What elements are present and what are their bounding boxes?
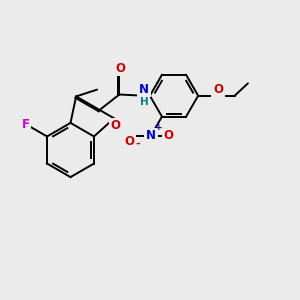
Text: -: - [135, 139, 140, 149]
Text: N: N [139, 83, 149, 96]
Text: O: O [111, 119, 121, 132]
Text: O: O [213, 83, 223, 96]
Text: O: O [164, 129, 174, 142]
Text: O: O [125, 134, 135, 148]
Text: F: F [22, 118, 30, 131]
Text: +: + [155, 123, 163, 132]
Text: H: H [140, 97, 148, 106]
Text: N: N [146, 129, 156, 142]
Text: O: O [116, 61, 126, 74]
